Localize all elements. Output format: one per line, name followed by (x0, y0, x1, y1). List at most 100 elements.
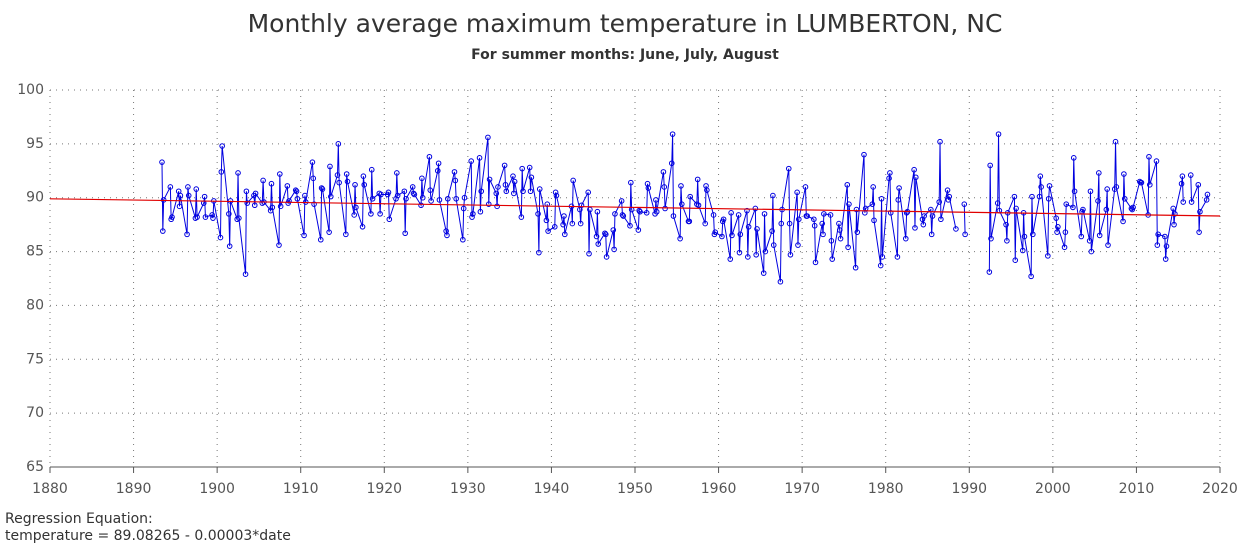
y-tick-label: 65 (26, 459, 44, 475)
regression-label: Regression Equation: (5, 511, 153, 527)
x-tick-label: 1940 (534, 481, 570, 497)
data-point (1180, 199, 1187, 205)
data-point (1011, 193, 1018, 200)
data-point (945, 197, 952, 203)
data-point (351, 212, 358, 218)
data-point (452, 177, 459, 184)
data-point (761, 211, 768, 217)
data-point (821, 211, 827, 217)
data-point (787, 252, 794, 258)
data-point (777, 278, 784, 285)
data-point (343, 231, 349, 238)
data-point (1003, 221, 1009, 228)
data-point (1029, 193, 1035, 200)
data-point (494, 203, 500, 210)
data-point (819, 220, 826, 227)
data-point (911, 166, 917, 173)
data-point (1028, 273, 1034, 280)
data-point (836, 227, 843, 233)
data-point (594, 208, 601, 215)
data-point (1063, 201, 1070, 207)
data-point (502, 181, 509, 188)
data-point (852, 264, 859, 271)
data-point (434, 167, 441, 174)
data-point (619, 212, 626, 218)
data-point (694, 176, 701, 183)
data-point (661, 184, 668, 190)
data-point (720, 216, 727, 223)
data-point (269, 204, 276, 211)
data-point (277, 171, 283, 177)
data-point (1095, 198, 1101, 204)
regression-line (49, 198, 1221, 217)
data-point (301, 232, 307, 239)
data-point (929, 213, 936, 219)
data-point (1046, 183, 1053, 189)
data-point (1120, 218, 1126, 225)
data-point (569, 220, 576, 227)
data-point (209, 212, 215, 218)
data-point (1172, 211, 1178, 217)
data-point (385, 189, 392, 196)
data-point (453, 195, 459, 202)
data-point (628, 179, 634, 186)
data-point (869, 201, 876, 207)
data-point (577, 220, 584, 227)
data-point (1053, 215, 1059, 221)
data-point (167, 184, 174, 190)
data-point (511, 178, 518, 185)
data-point (427, 187, 434, 193)
data-point (719, 233, 725, 240)
data-point (937, 138, 943, 145)
data-point (745, 223, 752, 230)
data-point (1112, 138, 1119, 145)
data-point (1086, 238, 1093, 244)
data-point (236, 215, 242, 221)
chart-subtitle: For summer months: June, July, August (471, 47, 779, 63)
data-point (1203, 197, 1210, 203)
data-point (1146, 153, 1152, 160)
data-point (853, 206, 860, 213)
data-point (895, 197, 902, 203)
data-point (1087, 188, 1094, 195)
data-point (961, 201, 968, 207)
data-point (988, 235, 994, 242)
y-tick-label: 95 (26, 136, 44, 152)
data-point (912, 225, 918, 231)
data-point (994, 200, 1001, 206)
data-point (361, 181, 368, 188)
data-point (1078, 233, 1085, 240)
data-point (570, 177, 576, 184)
data-point (343, 171, 350, 177)
data-point (944, 187, 951, 193)
data-point (995, 131, 1002, 137)
data-point (353, 204, 359, 211)
data-point (820, 231, 826, 238)
data-point (920, 221, 927, 228)
data-point (486, 176, 493, 183)
data-point (344, 178, 351, 185)
data-point (210, 215, 216, 221)
data-point (1153, 158, 1160, 164)
data-point (593, 233, 600, 240)
data-point (643, 209, 650, 216)
regression-equation: temperature = 89.08265 - 0.00003*date (5, 528, 291, 544)
data-point (242, 271, 249, 277)
data-point (511, 190, 517, 197)
data-point (794, 189, 800, 196)
data-point (645, 185, 652, 191)
data-point (828, 238, 835, 244)
data-point (737, 231, 744, 238)
chart-title: Monthly average maximum temperature in L… (248, 9, 1003, 38)
data-point (762, 248, 769, 255)
data-point (811, 222, 818, 229)
data-point (678, 183, 684, 189)
data-point (612, 211, 618, 217)
data-point (1188, 199, 1195, 205)
data-point (1021, 233, 1028, 240)
data-point (1012, 257, 1019, 263)
data-point (528, 174, 535, 181)
data-point (727, 256, 734, 262)
y-tick-label: 100 (17, 82, 44, 98)
data-point (1045, 253, 1051, 259)
